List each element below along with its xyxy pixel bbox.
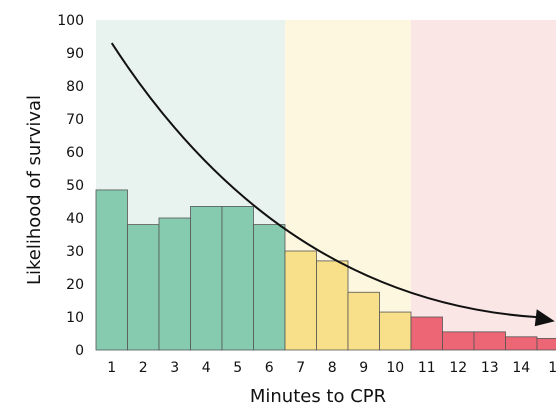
bar-minute-9 <box>347 291 380 351</box>
x-tick-10: 10 <box>386 360 404 376</box>
x-tick-12: 12 <box>449 360 467 376</box>
bar-minute-6 <box>253 224 286 351</box>
x-tick-13: 13 <box>481 360 499 376</box>
x-tick-9: 9 <box>359 360 368 376</box>
bar-minute-1 <box>95 189 128 351</box>
x-tick-14: 14 <box>512 360 530 376</box>
y-axis-ticks: 0 10 20 30 40 50 60 70 80 90 100 <box>57 13 84 359</box>
trend-curve <box>110 42 539 319</box>
bar-minute-5 <box>221 206 254 351</box>
bar-minute-3 <box>158 217 191 351</box>
y-tick-80: 80 <box>66 79 84 95</box>
x-tick-7: 7 <box>296 360 305 376</box>
bar-minute-14 <box>505 336 538 351</box>
background-zones <box>96 20 556 350</box>
bar-minute-13 <box>473 331 506 351</box>
x-tick-8: 8 <box>328 360 337 376</box>
y-tick-70: 70 <box>66 112 84 128</box>
bar-minute-8 <box>316 260 349 351</box>
bar-minute-10 <box>379 311 412 351</box>
bar-minute-2 <box>127 224 160 351</box>
bar-minute-11 <box>410 316 443 351</box>
bars <box>95 189 556 351</box>
x-tick-5: 5 <box>233 360 242 376</box>
bar-minute-4 <box>190 206 223 351</box>
x-tick-11: 11 <box>418 360 436 376</box>
bar-minute-7 <box>284 250 317 351</box>
x-tick-6: 6 <box>265 360 274 376</box>
y-tick-60: 60 <box>66 145 84 161</box>
y-tick-100: 100 <box>57 13 84 29</box>
y-tick-10: 10 <box>66 310 84 326</box>
y-tick-30: 30 <box>66 244 84 260</box>
y-tick-40: 40 <box>66 211 84 227</box>
y-tick-90: 90 <box>66 46 84 62</box>
x-axis-ticks: 1 2 3 4 5 6 7 8 9 10 11 12 13 14 1 <box>107 360 556 376</box>
x-tick-15: 1 <box>548 360 556 376</box>
y-axis-label: Likelihood of survival <box>24 95 45 285</box>
y-tick-20: 20 <box>66 277 84 293</box>
x-tick-3: 3 <box>170 360 179 376</box>
x-tick-2: 2 <box>139 360 148 376</box>
bar-minute-15 <box>536 338 556 351</box>
y-tick-0: 0 <box>75 343 84 359</box>
bar-minute-12 <box>442 331 475 351</box>
trend-arrowhead <box>534 309 555 327</box>
x-axis-label: Minutes to CPR <box>250 386 386 407</box>
y-tick-50: 50 <box>66 178 84 194</box>
x-tick-4: 4 <box>202 360 211 376</box>
x-tick-1: 1 <box>107 360 116 376</box>
zone-3 <box>411 20 556 350</box>
